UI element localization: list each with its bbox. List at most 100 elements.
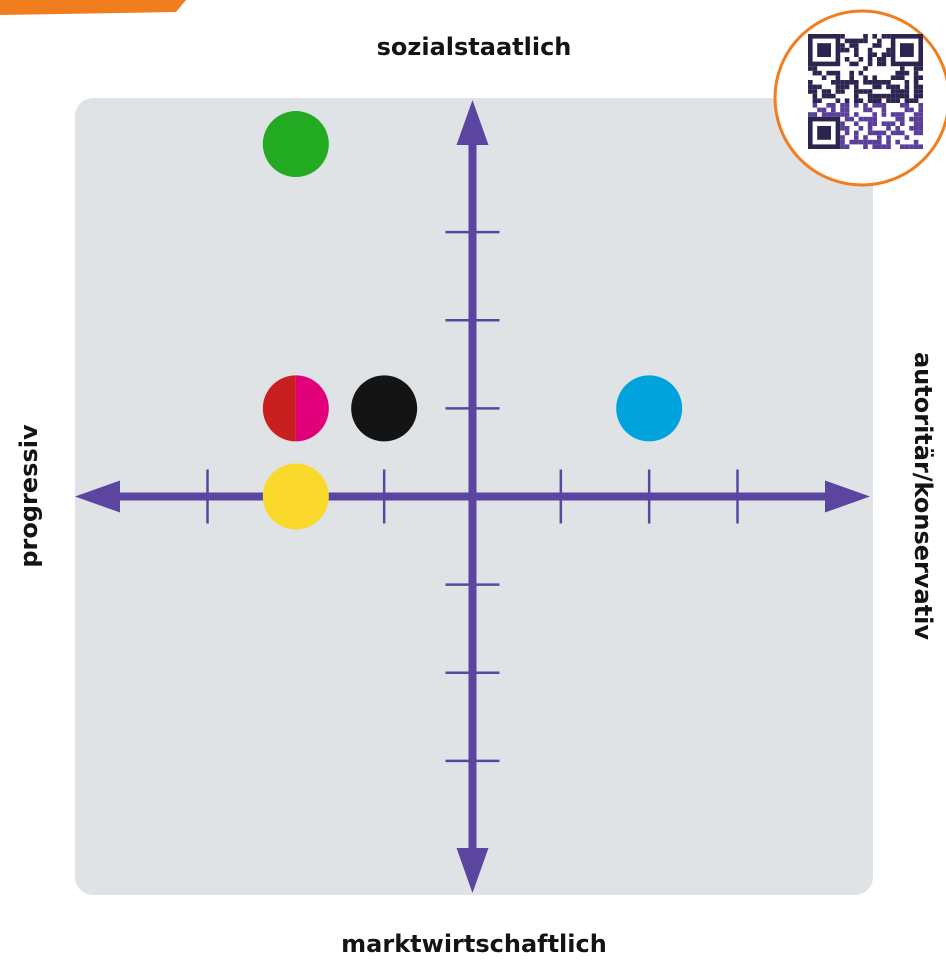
qr-cell [913,66,919,71]
qr-cell [904,84,910,90]
qr-cell [895,126,900,131]
qr-cell [863,75,868,80]
point [262,111,329,178]
qr-finder [807,116,841,149]
qr-cell [858,57,864,62]
qr-cell [817,98,822,103]
qr-cell [895,116,900,122]
qr-cell [881,93,887,99]
qr-cell [844,103,850,108]
qr-cell [913,139,919,145]
qr-cell [900,121,905,126]
qr-cell [854,103,859,108]
qr-cell [904,93,910,99]
qr-cell [886,84,891,90]
qr-cell [881,107,887,113]
qr-cell [877,103,882,108]
qr-cell [881,34,887,39]
qr-cell [826,89,831,94]
qr-cell [844,38,850,44]
qr-cell [886,139,891,145]
qr-cell [900,103,905,108]
qr-cell [918,126,923,131]
point-fill [262,463,329,530]
qr-cell [808,112,813,117]
qr-cell [826,93,831,99]
qr-cell [872,139,877,145]
qr-cell [904,80,910,85]
qr-cell [877,43,882,48]
point [262,463,329,530]
qr-cell [895,84,900,90]
qr-cell [913,93,919,99]
qr-cell [913,112,919,117]
qr-cell [867,93,873,99]
qr-cell [840,144,845,149]
qr-cell [913,89,919,94]
qr-cell [867,89,873,94]
qr-cell [849,43,854,48]
qr-cell [900,130,905,136]
qr-cell [900,144,905,149]
qr-cell [886,135,891,140]
qr-cell [867,80,873,85]
qr-cell [872,52,877,57]
qr-cell [918,75,923,80]
qr-cell [877,80,882,85]
qr-cell [877,57,882,62]
qr-cell [831,93,836,99]
qr-cell [872,112,877,117]
qr-cell [817,70,822,76]
qr-cell [821,75,827,80]
arrowhead [75,480,120,513]
qr-cell [821,89,827,94]
qr-cell [854,43,859,48]
qr-cell [858,70,864,76]
qr-cell [821,112,827,117]
qr-cell [918,66,923,71]
qr-cell [881,103,887,108]
qr-cell [854,135,859,140]
qr-cell [877,93,882,99]
qr-cell [854,89,859,94]
qr-cell [886,98,891,103]
qr-cell [867,57,873,62]
qr-cell [895,70,900,76]
qr-cell [840,107,845,113]
qr-cell [872,93,877,99]
qr-cell [844,57,850,62]
qr-cell [858,116,864,122]
qr-cell [867,47,873,53]
qr-cell [909,116,914,122]
qr-cell [849,38,854,44]
point-half [262,375,296,442]
qr-cell [844,107,850,113]
qr-cell [863,107,868,113]
qr-cell [872,43,877,48]
qr-cell [867,98,873,103]
qr-cell [854,61,859,67]
qr-cell [890,84,896,90]
qr-cell [867,130,873,136]
qr-cell [913,126,919,131]
qr-cell [808,80,813,85]
qr-cell [877,139,882,145]
qr-cell [890,93,896,99]
qr-cell [918,103,923,108]
qr-cell [881,130,887,136]
qr-cell [918,84,923,90]
qr-cell [840,135,845,140]
qr-cell [886,126,891,131]
qr-cell [890,130,896,136]
qr-cell [826,70,831,76]
left-axis-label: progressiv [15,424,43,568]
qr-cell [913,80,919,85]
qr-cell [913,116,919,122]
qr-cell [881,80,887,85]
qr-cell [840,80,845,85]
qr-cell [849,139,854,145]
qr-cell [821,107,827,113]
qr-cell [900,93,905,99]
qr-cell [867,61,873,67]
